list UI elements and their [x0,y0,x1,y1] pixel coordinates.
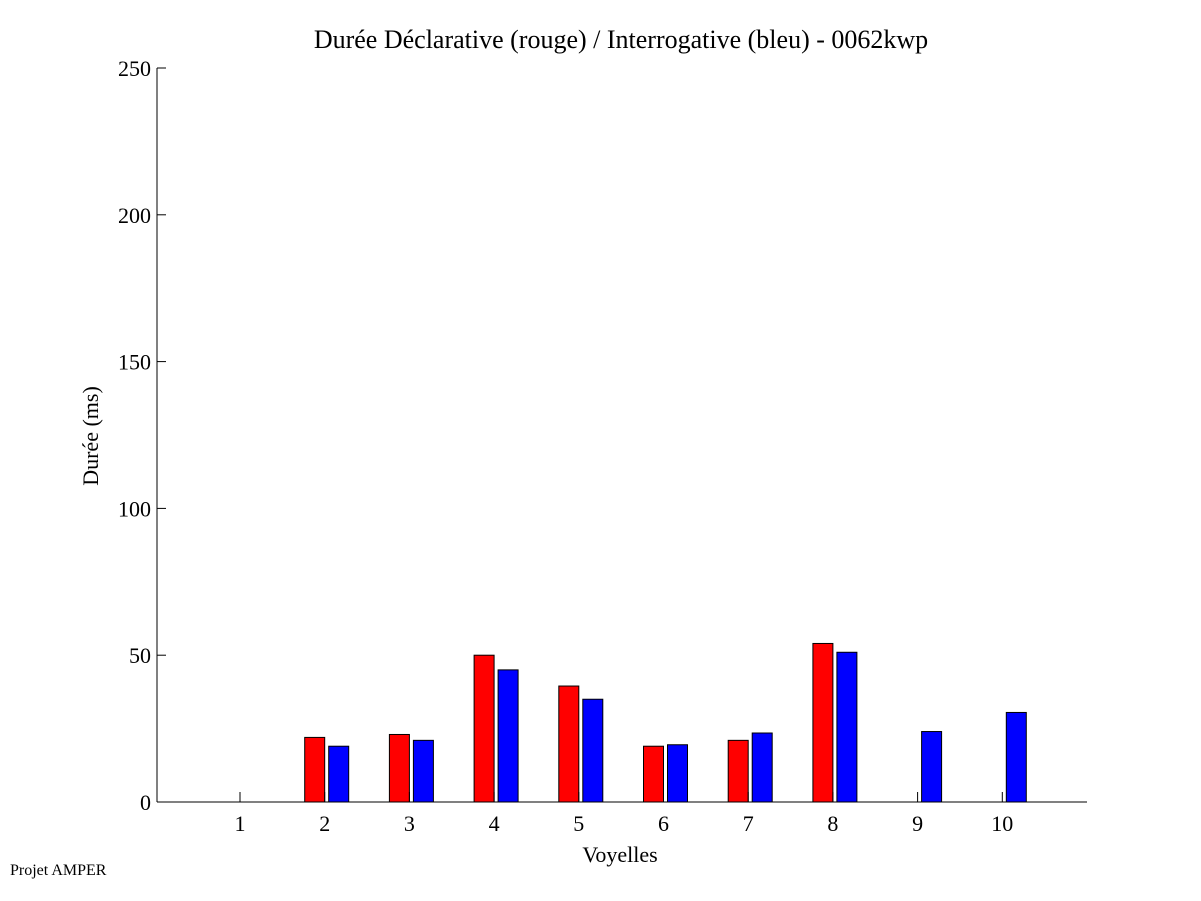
bar-series-2-cat-4 [497,669,519,803]
x-tick-label: 5 [573,811,584,836]
y-tick-label: 150 [118,350,151,375]
bar-series-2-cat-2 [328,745,350,803]
y-tick-label: 250 [118,56,151,81]
bar-series-2-cat-3 [412,739,434,803]
x-tick-label: 3 [404,811,415,836]
x-tick-label: 10 [991,811,1013,836]
y-tick-label: 50 [129,643,151,668]
bar-series-2-cat-9 [921,731,943,803]
bar-series-1-cat-5 [558,685,580,803]
x-tick-label: 8 [827,811,838,836]
bar-series-1-cat-8 [812,642,834,803]
bar-series-1-cat-4 [473,654,495,803]
bar-series-2-cat-6 [667,744,688,803]
bar-series-1-cat-6 [643,745,664,803]
bar-series-1-cat-3 [388,733,410,803]
x-tick-label: 4 [489,811,500,836]
x-tick-label: 7 [743,811,754,836]
y-tick-label: 200 [118,203,151,228]
bar-series-2-cat-5 [582,698,604,803]
bar-series-1-cat-7 [727,739,749,803]
y-axis-label: Durée (ms) [78,386,103,486]
x-tick-label: 6 [658,811,669,836]
y-tick-label: 100 [118,496,151,521]
axes-group: 0 50 100 150 200 250 1 2 3 4 5 6 7 8 9 10 [118,56,1087,836]
x-tick-label: 1 [235,811,246,836]
bar-series-2-cat-8 [836,651,858,803]
y-tick-label: 0 [140,790,151,815]
x-tick-label: 9 [912,811,923,836]
x-axis-label: Voyelles [582,842,657,867]
bars-group [304,642,1027,803]
bar-series-1-cat-2 [304,736,326,803]
x-tick-label: 2 [319,811,330,836]
footer-credit: Projet AMPER [10,862,107,879]
bar-series-2-cat-10 [1005,711,1027,803]
chart-title: Durée Déclarative (rouge) / Interrogativ… [314,25,928,54]
bar-series-2-cat-7 [751,732,773,803]
